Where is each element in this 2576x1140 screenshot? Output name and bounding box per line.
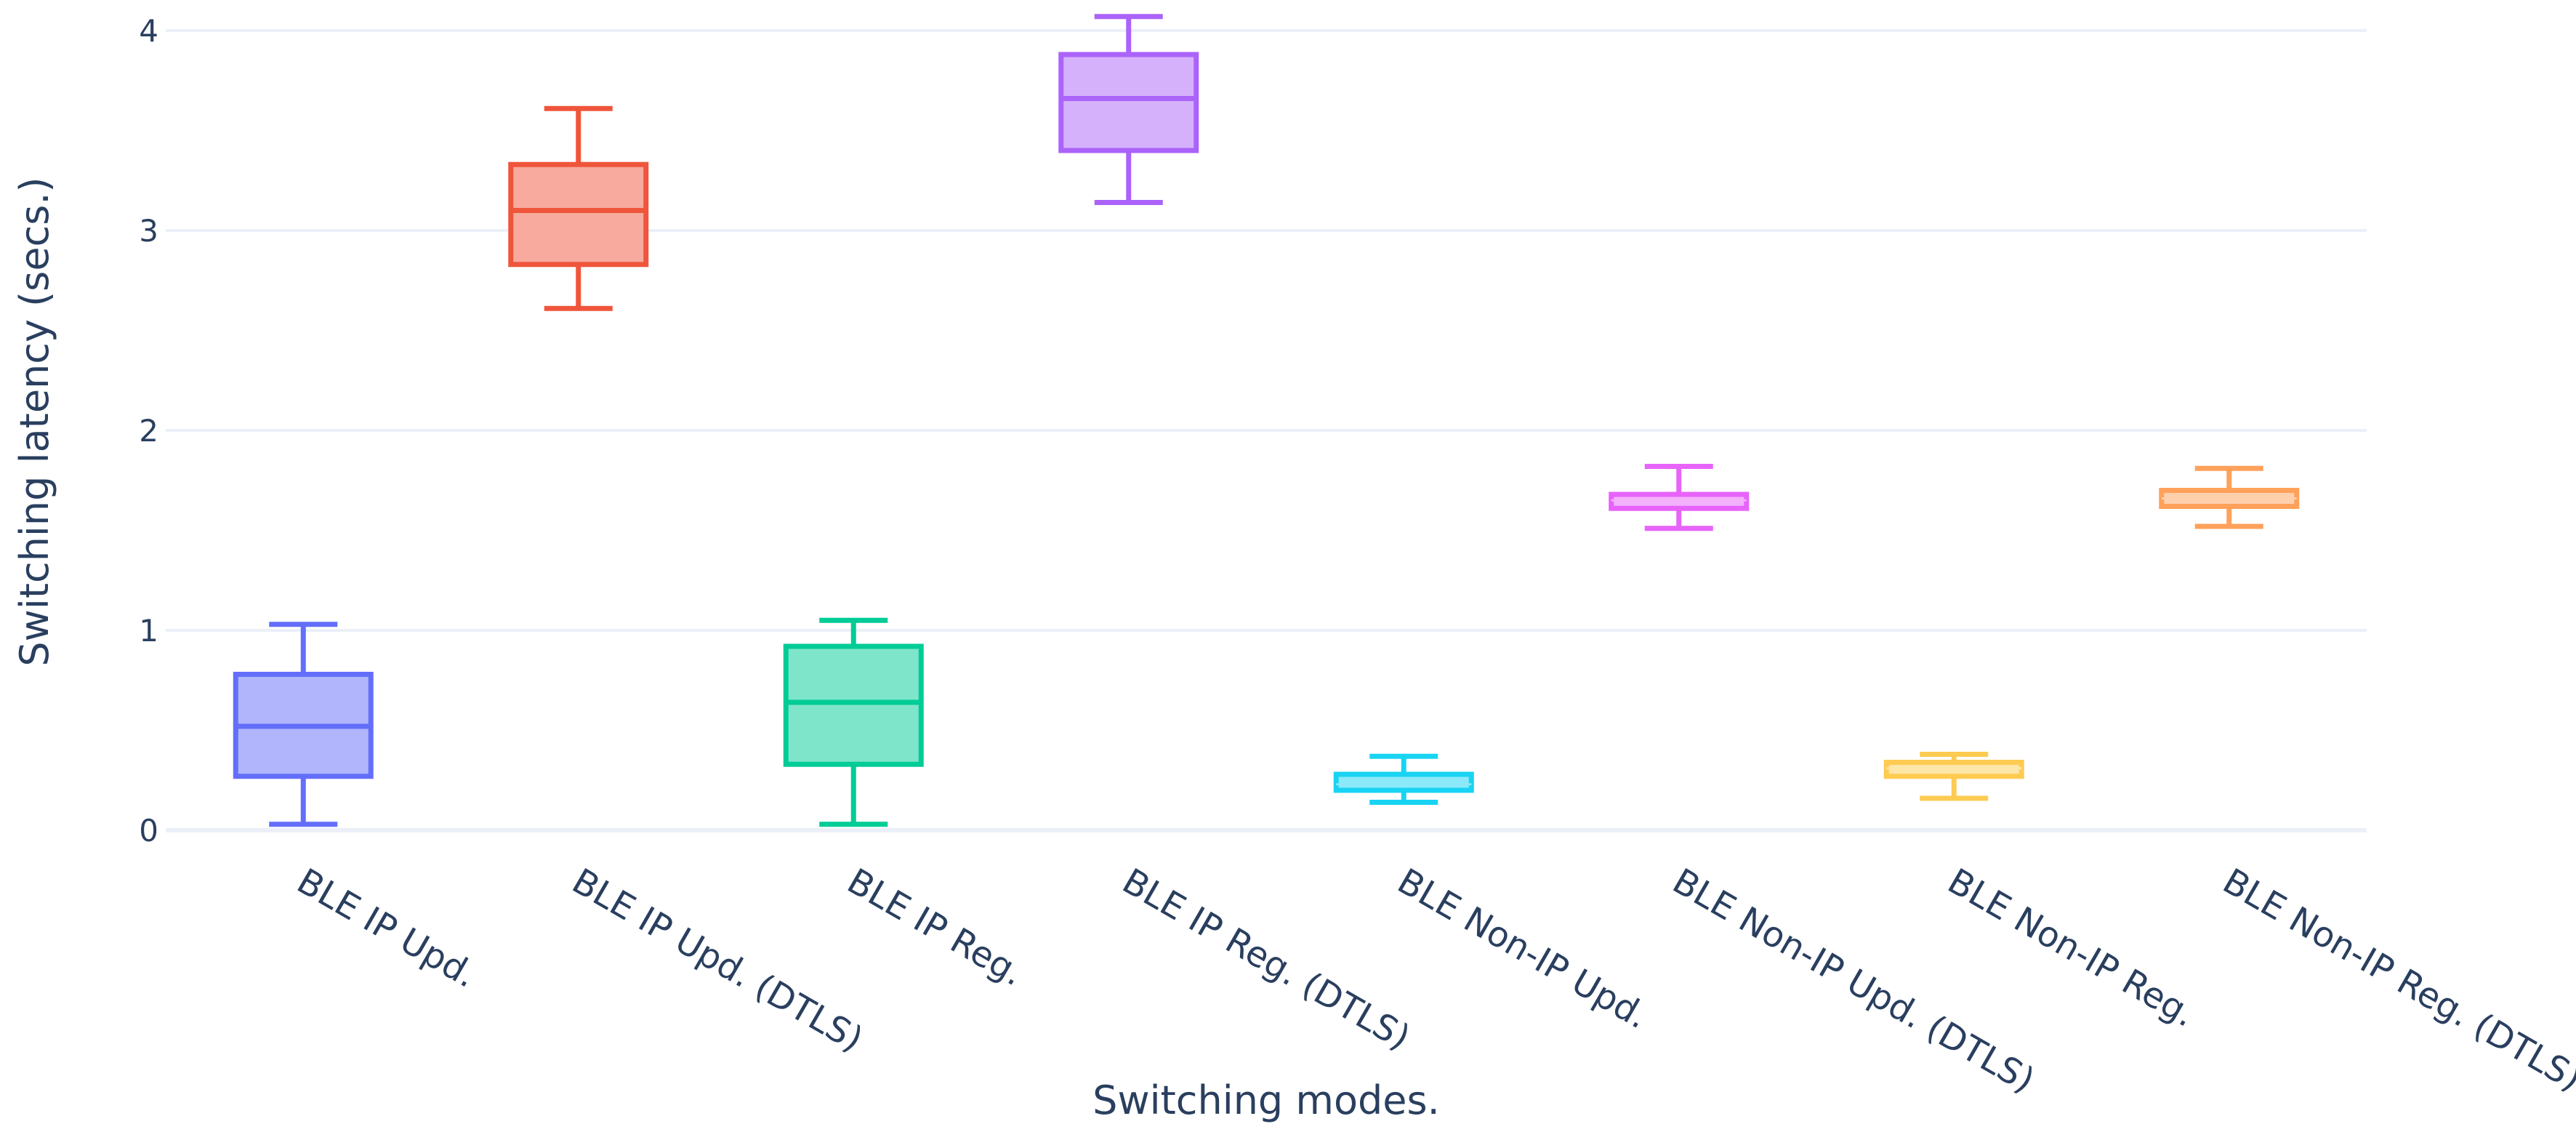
x-tick-label: BLE IP Reg. (DTLS) xyxy=(1116,861,1417,1059)
box-1 xyxy=(233,622,374,827)
y-tick-label: 0 xyxy=(139,813,158,848)
box-6 xyxy=(1609,464,1750,531)
y-tick-label: 2 xyxy=(139,413,158,449)
box-iqr xyxy=(1333,771,1474,793)
grid-layer xyxy=(166,29,2367,832)
y-tick-label: 3 xyxy=(139,213,158,249)
box-iqr xyxy=(783,643,924,767)
x-tick-label: BLE IP Upd. (DTLS) xyxy=(565,861,870,1060)
box-4 xyxy=(1058,14,1199,205)
y-tick-label: 4 xyxy=(139,13,158,49)
box-5 xyxy=(1333,753,1474,805)
box-2 xyxy=(508,105,649,311)
x-axis-title: Switching modes. xyxy=(1092,1077,1440,1123)
x-tick-label: BLE IP Upd. xyxy=(290,861,483,996)
y-tick-label: 1 xyxy=(139,613,158,649)
x-tick-label: BLE IP Reg. xyxy=(840,861,1031,995)
box-7 xyxy=(1883,752,2024,801)
y-tick-labels: 0 1 2 3 4 xyxy=(139,13,158,848)
box-iqr xyxy=(508,161,649,268)
y-axis-title: Switching latency (secs.) xyxy=(12,177,57,666)
box-iqr xyxy=(1058,52,1199,153)
box-3 xyxy=(783,617,924,827)
x-tick-label: BLE Non-IP Upd. xyxy=(1390,861,1655,1037)
box-8 xyxy=(2159,465,2300,529)
boxes xyxy=(233,14,2300,827)
x-tick-label: BLE Non-IP Reg. (DTLS) xyxy=(2216,861,2576,1099)
x-tick-labels: BLE IP Upd. BLE IP Upd. (DTLS)BLE IP Reg.… xyxy=(290,861,2576,1101)
x-tick-label: BLE Non-IP Reg. xyxy=(1941,861,2202,1035)
